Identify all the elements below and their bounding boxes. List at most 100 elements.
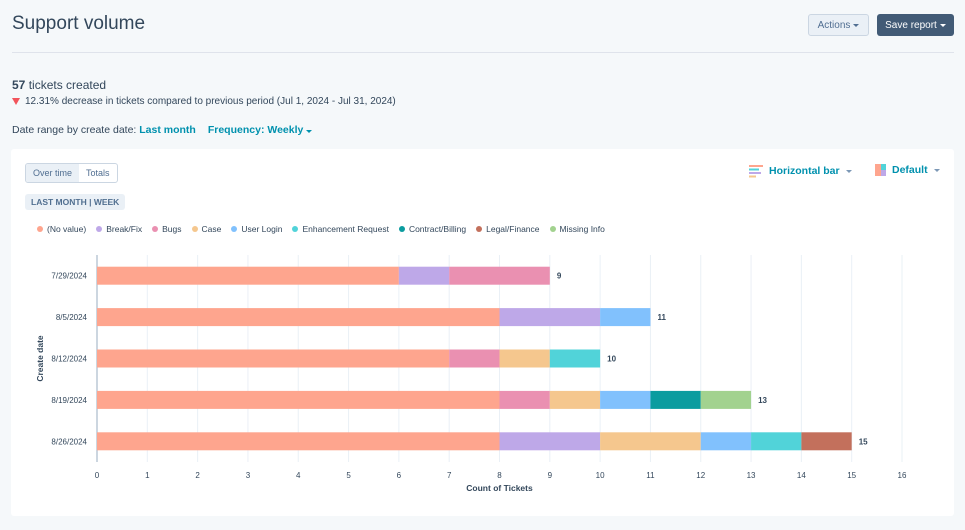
color-scheme-label: Default	[892, 164, 928, 176]
y-tick-label: 8/19/2024	[51, 396, 87, 405]
view-toggle: Over time Totals	[25, 163, 118, 183]
actions-label: Actions	[817, 19, 851, 31]
bar-segment	[549, 349, 601, 368]
bar-segment	[549, 390, 601, 409]
y-tick-label: 7/29/2024	[51, 272, 87, 281]
y-tick-label: 8/26/2024	[51, 437, 87, 446]
chart-type-dropdown[interactable]: Horizontal bar	[749, 164, 852, 178]
x-tick-label: 14	[797, 471, 806, 480]
legend-item[interactable]: Legal/Finance	[476, 224, 540, 234]
save-label: Save report	[885, 19, 937, 31]
caret-down-icon	[853, 23, 860, 27]
x-tick-label: 15	[847, 471, 856, 480]
legend-dot-icon	[231, 226, 238, 232]
bar-segment	[499, 432, 601, 451]
color-scheme-dropdown[interactable]: Default	[875, 164, 940, 176]
legend-dot-icon	[191, 226, 198, 232]
date-range: Date range by create date: Last month Fre…	[12, 124, 313, 136]
legend-label: Legal/Finance	[486, 224, 540, 234]
horizontal-bar-icon	[749, 165, 763, 178]
range-dropdown[interactable]: Last month	[139, 124, 196, 136]
frequency-dropdown[interactable]: Frequency: Weekly	[207, 124, 313, 136]
x-tick-label: 4	[296, 471, 301, 480]
caret-down-icon	[939, 23, 946, 27]
bar-segment	[700, 390, 752, 409]
legend-dot-icon	[549, 226, 556, 232]
x-tick-label: 13	[747, 471, 756, 480]
bar-total-label: 15	[859, 437, 868, 446]
bar-segment	[751, 432, 802, 451]
x-tick-label: 3	[246, 471, 251, 480]
bar-total-label: 9	[557, 272, 562, 281]
palette-icon	[875, 164, 886, 176]
legend-dot-icon	[152, 226, 159, 232]
x-tick-label: 10	[596, 471, 605, 480]
x-tick-label: 16	[898, 471, 907, 480]
bar-segment	[700, 432, 752, 451]
count-suffix: tickets created	[25, 78, 107, 92]
bar-segment	[97, 266, 399, 285]
x-tick-label: 8	[497, 471, 502, 480]
change-text: 12.31% decrease in tickets compared to p…	[12, 96, 396, 107]
legend-item[interactable]: Contract/Billing	[398, 224, 466, 234]
x-tick-label: 6	[397, 471, 402, 480]
bar-segment	[499, 308, 601, 327]
legend-item[interactable]: Case	[191, 224, 222, 234]
legend-label: (No value)	[47, 224, 87, 234]
legend-item[interactable]: Bugs	[152, 224, 182, 234]
x-tick-label: 7	[447, 471, 452, 480]
actions-button[interactable]: Actions	[808, 14, 869, 36]
decrease-triangle-icon	[12, 98, 20, 105]
bar-segment	[801, 432, 852, 451]
y-tick-label: 8/12/2024	[51, 355, 87, 364]
bar-segment	[600, 390, 651, 409]
bar-total-label: 13	[758, 396, 767, 405]
x-tick-label: 11	[646, 471, 655, 480]
legend-item[interactable]: Missing Info	[549, 224, 605, 234]
bar-segment	[600, 432, 701, 451]
bar-total-label: 11	[657, 313, 666, 322]
divider	[12, 52, 954, 53]
bar-segment	[650, 390, 701, 409]
legend-dot-icon	[476, 226, 483, 232]
bar-segment	[449, 349, 500, 368]
bar-segment	[97, 390, 500, 409]
x-tick-label: 0	[95, 471, 100, 480]
x-tick-label: 2	[195, 471, 200, 480]
bar-segment	[499, 390, 550, 409]
legend-dot-icon	[37, 226, 43, 232]
legend-item[interactable]: User Login	[231, 224, 282, 234]
legend-label: Case	[201, 224, 222, 234]
bar-segment	[97, 308, 500, 327]
y-axis-title: Create date	[35, 335, 45, 382]
tab-totals[interactable]: Totals	[86, 168, 110, 178]
legend-item[interactable]: Enhancement Request	[292, 224, 389, 234]
range-label: Date range by create date:	[12, 124, 140, 136]
legend-label: Missing Info	[559, 224, 605, 234]
bar-segment	[97, 432, 500, 451]
legend-item[interactable]: (No value)	[37, 224, 86, 234]
chart-type-label: Horizontal bar	[769, 165, 840, 177]
legend-label: Bugs	[162, 224, 182, 234]
save-report-button[interactable]: Save report	[877, 14, 954, 36]
legend-label: Break/Fix	[106, 224, 143, 234]
bar-segment	[97, 349, 450, 368]
y-tick-label: 8/5/2024	[56, 313, 88, 322]
x-axis-title: Count of Tickets	[466, 483, 533, 493]
x-tick-label: 9	[548, 471, 553, 480]
caret-down-icon	[306, 130, 313, 133]
range-tag: LAST MONTH | WEEK	[25, 194, 126, 210]
bar-total-label: 10	[607, 355, 616, 364]
tab-over-time[interactable]: Over time	[26, 164, 80, 182]
x-tick-label: 12	[696, 471, 705, 480]
frequency-label: Frequency: Weekly	[207, 124, 304, 136]
change-label: 12.31% decrease in tickets compared to p…	[25, 96, 396, 107]
page-title: Support volume	[12, 13, 146, 34]
legend-dot-icon	[96, 226, 103, 232]
count-value: 57	[12, 78, 26, 92]
legend-label: Enhancement Request	[302, 224, 389, 234]
legend-item[interactable]: Break/Fix	[96, 224, 142, 234]
legend-dot-icon	[398, 226, 405, 232]
tickets-count: 57 tickets created	[12, 78, 106, 92]
